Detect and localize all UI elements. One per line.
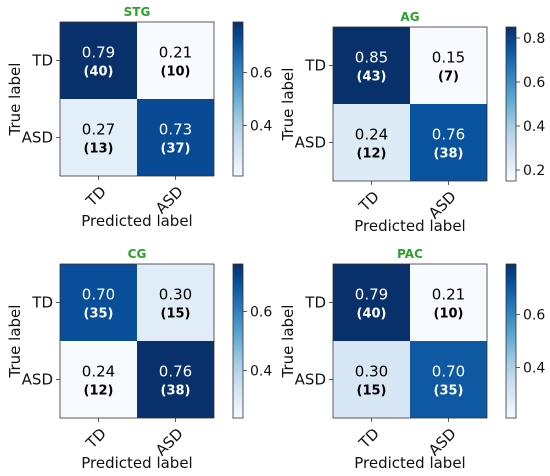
heatmap-cell	[137, 99, 214, 176]
cell-value-label: 0.21	[159, 44, 192, 62]
cell-count-label: (35)	[434, 384, 464, 399]
x-tick-label: TD	[355, 425, 383, 453]
chart-title: PAC	[397, 247, 423, 261]
heatmap-cell	[410, 27, 487, 104]
confusion-matrix-cg: CG0.70(35)0.30(15)0.24(12)0.76(38)TDASDT…	[6, 247, 272, 472]
axes-frame	[332, 263, 488, 419]
y-axis-label: True label	[279, 68, 297, 142]
cell-value-label: 0.21	[432, 286, 465, 304]
colorbar-tick-label: 0.6	[250, 65, 272, 81]
cell-count-label: (12)	[357, 147, 387, 162]
cell-count-label: (13)	[84, 142, 114, 157]
colorbar	[505, 263, 517, 419]
heatmap-cell	[60, 22, 137, 99]
colorbar	[505, 26, 517, 182]
x-axis-label: Predicted label	[354, 454, 465, 472]
cell-count-label: (38)	[434, 147, 464, 162]
cell-value-label: 0.76	[159, 363, 192, 381]
y-tick-label: ASD	[22, 129, 53, 147]
chart-title: CG	[128, 247, 147, 261]
x-axis-label: Predicted label	[81, 454, 192, 472]
heatmap-cell	[410, 264, 487, 341]
cell-count-label: (15)	[357, 384, 387, 399]
axes-frame	[332, 26, 488, 182]
x-tick-label: TD	[82, 425, 110, 453]
x-tick-label: TD	[82, 183, 110, 211]
cell-count-label: (12)	[84, 384, 114, 399]
y-tick-label: TD	[31, 294, 53, 312]
y-axis-label: True label	[279, 305, 297, 379]
axes-frame	[59, 21, 215, 177]
colorbar-tick-label: 0.4	[250, 364, 272, 380]
confusion-matrix-ag: AG 0.85 (43) 0.15 (7) 0.24 (12) 0.76 (38) TD ASD TD…	[279, 10, 545, 235]
colorbar-tick-label: 0.6	[523, 307, 545, 323]
y-axis-label: True label	[6, 63, 24, 137]
cell-value-label: 0.15	[432, 49, 465, 67]
cell-value-label: 0.24	[82, 363, 115, 381]
heatmap-cell	[333, 104, 410, 181]
heatmap-cell	[333, 341, 410, 418]
colorbar-tick-label: 0.2	[523, 163, 545, 179]
heatmap-cell	[333, 264, 410, 341]
y-tick-label: TD	[304, 57, 326, 75]
colorbar	[232, 263, 244, 419]
axes-frame	[59, 263, 215, 419]
heatmap-cell	[410, 104, 487, 181]
heatmap-cell	[137, 22, 214, 99]
cell-value-label: 0.27	[82, 121, 115, 139]
cell-value-label: 0.79	[355, 286, 388, 304]
colorbar-tick-label: 0.4	[523, 361, 545, 377]
heatmap-cell	[60, 99, 137, 176]
chart-title: AG	[400, 10, 419, 24]
x-tick-label: TD	[355, 188, 383, 216]
cell-count-label: (35)	[84, 307, 114, 322]
y-tick-label: TD	[31, 52, 53, 70]
cell-value-label: 0.85	[355, 49, 388, 67]
cell-count-label: (7)	[438, 70, 459, 85]
colorbar-tick-label: 0.4	[250, 119, 272, 135]
confusion-matrix-pac: PAC 0.79 (40) 0.21 (10) 0.30 (15) 0.70 (35) TD ASD…	[279, 247, 545, 472]
y-tick-label: TD	[304, 294, 326, 312]
chart-title: STG	[124, 5, 151, 19]
colorbar-tick-label: 0.4	[523, 119, 545, 135]
x-axis-label: Predicted label	[81, 212, 192, 230]
cell-count-label: (15)	[161, 307, 191, 322]
colorbar-tick-label: 0.6	[523, 75, 545, 91]
y-tick-label: ASD	[22, 371, 53, 389]
cell-value-label: 0.70	[82, 286, 115, 304]
x-axis-label: Predicted label	[354, 217, 465, 235]
confusion-matrix-stg: STG 0.79 (40) 0.21 (10) 0.27 (13) 0.73 (37) TD ASD…	[6, 5, 272, 230]
heatmap-cell	[60, 264, 137, 341]
colorbar-tick-label: 0.6	[250, 304, 272, 320]
heatmap-cell	[333, 27, 410, 104]
heatmap-cell	[60, 341, 137, 418]
cell-count-label: (43)	[357, 70, 387, 85]
y-tick-label: ASD	[295, 371, 326, 389]
cell-value-label: 0.30	[355, 363, 388, 381]
cell-value-label: 0.70	[432, 363, 465, 381]
y-tick-label: ASD	[295, 134, 326, 152]
cell-value-label: 0.24	[355, 126, 388, 144]
cell-value-label: 0.76	[432, 126, 465, 144]
y-axis-label: True label	[6, 305, 24, 379]
heatmap-cell	[410, 341, 487, 418]
cell-value-label: 0.30	[159, 286, 192, 304]
heatmap-cell	[137, 341, 214, 418]
cell-count-label: (10)	[434, 307, 464, 322]
cell-value-label: 0.79	[82, 44, 115, 62]
heatmap-cell	[137, 264, 214, 341]
cell-count-label: (37)	[161, 142, 191, 157]
colorbar	[232, 21, 244, 177]
cell-value-label: 0.73	[159, 121, 192, 139]
cell-count-label: (40)	[357, 307, 387, 322]
colorbar-tick-label: 0.8	[523, 31, 545, 47]
cell-count-label: (38)	[161, 384, 191, 399]
cell-count-label: (40)	[84, 65, 114, 80]
cell-count-label: (10)	[161, 65, 191, 80]
